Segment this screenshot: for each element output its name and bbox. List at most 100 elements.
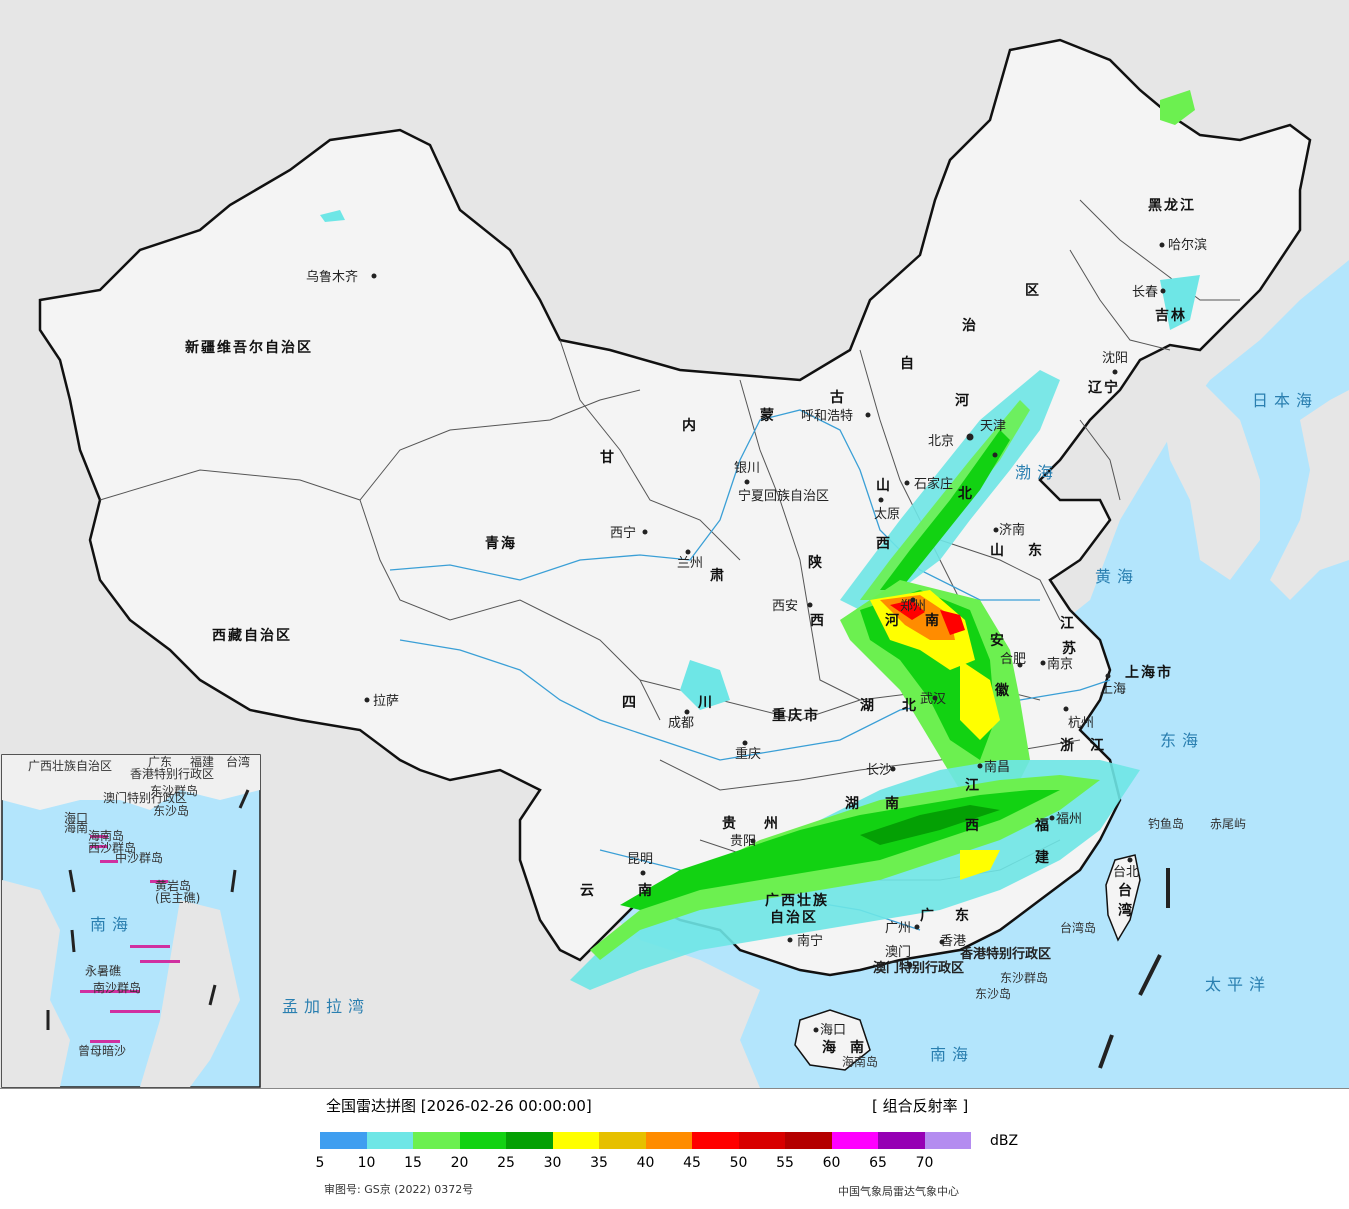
city-label: 杭州 [1068, 716, 1094, 731]
radar-map[interactable]: 新疆维吾尔自治区 西藏自治区 青海 甘 肃 内 蒙 古 自 治 区 黑龙江 吉林… [0, 0, 1349, 1088]
legend-tick-label: 10 [357, 1155, 376, 1171]
province-label: 重庆市 [772, 707, 820, 724]
city-label: 太原 [874, 507, 900, 522]
province-label: 东 [1028, 542, 1044, 559]
province-label: 湖 [845, 796, 861, 812]
province-label: 浙 [1060, 737, 1076, 754]
color-legend [320, 1132, 971, 1149]
province-label: 四 [622, 695, 638, 711]
province-label: 南 [885, 795, 901, 812]
sea-label: 日本海 [1252, 391, 1318, 410]
province-label: 治 [962, 317, 978, 334]
province-label: 南 [638, 882, 654, 899]
legend-tick-label: 15 [404, 1155, 422, 1171]
taiwan-island [1105, 854, 1141, 942]
province-label: 上海市 [1125, 664, 1173, 681]
province-label: 山 [876, 478, 892, 494]
city-label: 济南 [999, 522, 1025, 538]
unit-label: dBZ [990, 1133, 1019, 1149]
radar-echoes [320, 90, 1200, 990]
city-label: 长春 [1132, 285, 1158, 300]
inset-label: 澳门特别行政区 [103, 790, 187, 805]
city-label: 西安 [772, 599, 798, 614]
inset-label: 海南岛 [88, 828, 124, 843]
province-label: 肃 [710, 567, 726, 584]
island-label: 东沙岛 [975, 986, 1011, 1001]
city-label: 南宁 [797, 933, 823, 949]
legend-tick-label: 25 [497, 1155, 515, 1171]
city-label: 南京 [1047, 656, 1073, 672]
legend-color-cell [459, 1132, 506, 1149]
province-label: 广 [920, 907, 936, 924]
city-label: 天津 [980, 419, 1006, 434]
south-sea-inset: 广西壮族自治区 广东 福建 台湾 香港特别行政区 澳门特别行政区 东沙群岛 东沙… [1, 754, 261, 1088]
city-label: 长沙 [866, 763, 892, 778]
product-label: [ 组合反射率 ] [872, 1097, 969, 1115]
inset-label: 台湾 [226, 754, 250, 769]
province-label: 福 [1034, 817, 1051, 834]
legend-color-cell [413, 1132, 460, 1149]
inset-label: 曾母暗沙 [78, 1043, 126, 1058]
province-label: 江 [1090, 737, 1106, 754]
southeast-asia-land [260, 870, 760, 1088]
city-label: 广州 [885, 921, 911, 936]
legend-color-cell [599, 1132, 646, 1149]
sea-label: 东海 [1160, 731, 1204, 750]
province-label: 北 [902, 698, 918, 714]
province-label: 西 [965, 818, 981, 834]
inset-label: 西沙群岛 [88, 840, 136, 855]
province-label: 湖 [860, 698, 876, 714]
province-label: 建 [1035, 849, 1051, 866]
island-labels: 钓鱼岛 赤尾屿 台湾岛 东沙群岛 东沙岛 海南岛 香港特别行政区 澳门特别行政区 [842, 816, 1246, 1069]
province-label: 甘 [600, 449, 616, 466]
legend-color-cell [366, 1132, 413, 1149]
inset-label: 广西壮族自治区 [28, 759, 112, 773]
legend-color-cell [831, 1132, 878, 1149]
sea-label: 黄海 [1095, 567, 1139, 586]
province-label: 广西壮族 [765, 892, 829, 909]
province-label: 西藏自治区 [212, 627, 292, 644]
province-label: 宁夏回族自治区 [738, 488, 829, 504]
legend-color-cell [785, 1132, 832, 1149]
legend-color-cell [552, 1132, 599, 1149]
province-label: 自 [900, 355, 916, 372]
inset-label: 东沙岛 [153, 803, 189, 818]
legend-color-cell [320, 1132, 367, 1149]
inset-label: 南海 [90, 915, 134, 934]
approval-number: 审图号: GS京 (2022) 0372号 [324, 1183, 474, 1196]
city-label: 郑州 [900, 599, 926, 614]
province-label: 安 [990, 632, 1006, 649]
city-label: 澳门 [885, 944, 911, 960]
province-label: 黑龙江 [1148, 197, 1196, 214]
inset-label: 福建 [190, 754, 214, 769]
province-label: 川 [697, 695, 714, 711]
legend-tick-label: 60 [822, 1155, 841, 1171]
legend-tick-label: 65 [869, 1155, 887, 1171]
city-label: 沈阳 [1102, 351, 1128, 366]
city-markers [364, 242, 1166, 1033]
sea-label: 渤海 [1015, 463, 1059, 482]
city-label: 香港 [940, 934, 966, 949]
province-label: 湾 [1118, 902, 1134, 919]
province-label: 西 [810, 613, 826, 629]
province-labels: 新疆维吾尔自治区 西藏自治区 青海 甘 肃 内 蒙 古 自 治 区 黑龙江 吉林… [185, 197, 1196, 1056]
city-label: 成都 [668, 716, 694, 731]
province-label: 贵 [722, 815, 738, 832]
city-label: 南昌 [984, 759, 1010, 775]
city-label: 合肥 [1000, 652, 1026, 667]
legend-color-cell [692, 1132, 739, 1149]
province-label: 河 [885, 612, 901, 629]
province-label: 南 [850, 1039, 866, 1056]
legend-color-cell [924, 1132, 971, 1149]
province-label: 江 [1060, 615, 1076, 632]
province-label: 区 [1025, 283, 1041, 299]
city-label: 台北 [1113, 865, 1139, 880]
legend-tick-label: 40 [636, 1155, 655, 1171]
province-label: 东 [955, 907, 971, 924]
province-label: 内 [682, 417, 698, 434]
province-label: 州 [763, 816, 780, 832]
korea-land [1160, 380, 1260, 580]
province-label: 河 [955, 392, 971, 409]
province-label: 西 [876, 536, 892, 552]
province-label: 辽宁 [1088, 379, 1120, 396]
